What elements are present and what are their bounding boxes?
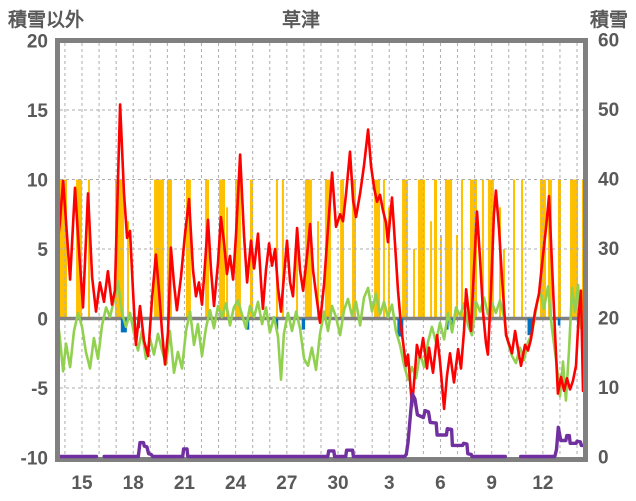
- plot-frame: [55, 38, 588, 462]
- sunshine-bar: [439, 235, 442, 319]
- right-tick-label: 60: [598, 31, 619, 52]
- sunshine-bar: [235, 179, 241, 319]
- sunshine-bar: [412, 249, 416, 319]
- x-tick-label: 24: [225, 473, 247, 494]
- sunshine-bar: [324, 179, 332, 319]
- sunshine-bar: [87, 179, 91, 319]
- x-tick-label: 18: [123, 473, 144, 494]
- right-tick-label: 30: [598, 239, 619, 260]
- sunshine-bar: [456, 235, 459, 319]
- left-tick-label: 15: [27, 101, 49, 122]
- sunshine-bar: [387, 207, 390, 319]
- left-tick-label: -10: [21, 449, 48, 470]
- sunshine-bar: [296, 235, 299, 319]
- sunshine-bar: [460, 179, 464, 319]
- x-tick-label: 15: [71, 473, 93, 494]
- snow-depth-line: [519, 425, 583, 459]
- sunshine-bar: [433, 179, 438, 319]
- sunshine-bar: [60, 179, 67, 319]
- sunshine-bar: [487, 179, 494, 319]
- precip-bar: [275, 318, 279, 330]
- left-axis-title: 積雪以外: [8, 8, 84, 31]
- sunshine-bar: [502, 249, 505, 319]
- sunshine-bar: [513, 179, 516, 319]
- right-tick-label: 0: [598, 448, 609, 469]
- right-axis-title: 積雪: [590, 8, 628, 31]
- sunshine-bar: [548, 179, 552, 319]
- snow-depth-line: [102, 392, 507, 459]
- x-tick-label: 12: [532, 473, 553, 494]
- sunshine-bar: [317, 221, 320, 319]
- precip-bar: [120, 318, 127, 333]
- x-tick-label: 6: [435, 473, 446, 494]
- sunshine-bar: [430, 221, 433, 319]
- sunshine-bar: [402, 179, 409, 319]
- sunshine-bar: [570, 179, 579, 319]
- sunshine-bar: [127, 221, 130, 319]
- snow-purple-line: [60, 392, 583, 459]
- chart-title: 草津: [282, 8, 320, 31]
- x-tick-label: 21: [174, 473, 196, 494]
- precip-bar: [301, 318, 306, 330]
- plot-border: [55, 38, 588, 462]
- x-tick-label: 30: [327, 473, 348, 494]
- right-tick-label: 20: [598, 309, 619, 330]
- sunshine-bar: [114, 179, 124, 319]
- left-tick-label: -5: [31, 379, 48, 400]
- x-tick-label: 27: [276, 473, 297, 494]
- right-tick-label: 10: [598, 378, 619, 399]
- right-tick-label: 50: [598, 100, 619, 121]
- right-axis-ticks: 60 50 40 30 20 10 0: [598, 31, 619, 469]
- x-axis-ticks: 15 18 21 24 27 30 3 6 9 12: [71, 473, 553, 494]
- precip-bar: [527, 318, 533, 336]
- sunshine-bar: [382, 179, 385, 319]
- left-tick-label: 0: [37, 310, 48, 331]
- left-axis-ticks: 20 15 10 5 0 -5 -10: [21, 32, 49, 470]
- red-line: [60, 103, 583, 411]
- left-tick-label: 20: [27, 32, 48, 53]
- sunshine-bar: [444, 179, 453, 319]
- sunshine-bar: [374, 179, 381, 319]
- x-tick-label: 3: [384, 473, 395, 494]
- red-line: [60, 103, 583, 411]
- left-tick-label: 10: [27, 171, 48, 192]
- right-tick-label: 40: [598, 170, 619, 191]
- x-tick-label: 9: [486, 473, 497, 494]
- precip-bar: [557, 318, 561, 326]
- left-tick-label: 5: [37, 240, 48, 261]
- sunshine-bar: [470, 179, 477, 319]
